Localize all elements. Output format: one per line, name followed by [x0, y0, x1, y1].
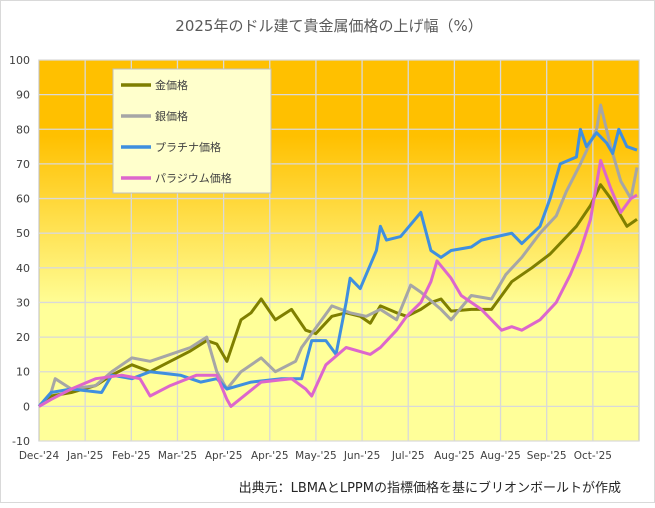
legend-label: 銀価格	[155, 109, 188, 123]
x-tick-label: Sep-'25	[527, 450, 567, 462]
chart-title: 2025年のドル建て貴金属価格の上げ幅（%）	[175, 17, 482, 35]
x-tick-label: Aug-'25	[480, 450, 521, 462]
y-tick-label: 60	[16, 193, 30, 206]
legend-label: プラチナ価格	[155, 140, 221, 154]
series-line-1	[37, 103, 639, 408]
series-line-3	[38, 158, 638, 408]
x-tick-label: Apr-'25	[251, 450, 289, 462]
series-lines	[37, 103, 639, 408]
y-tick-label: 40	[16, 262, 30, 275]
x-axis-ticks: Dec-'24 Jan-'25 Feb-'25 Mar-'25 Apr-'25 Apr-'…	[19, 450, 612, 462]
y-tick-label: 20	[16, 331, 30, 344]
y-tick-label: -10	[12, 435, 30, 448]
x-tick-label: Mar-'25	[158, 450, 197, 462]
x-tick-label: Jul-'25	[391, 450, 425, 462]
y-tick-label: 70	[16, 158, 30, 171]
y-tick-label: 80	[16, 123, 30, 136]
legend-label: パラジウム価格	[155, 171, 232, 185]
y-axis-ticks: -10 0 10 20 30 40 50 60 70 80 90 100	[9, 54, 30, 448]
x-tick-label: Feb-'25	[112, 450, 151, 462]
x-tick-label: Oct-'25	[574, 450, 612, 462]
y-tick-label: 100	[9, 54, 30, 67]
x-tick-label: Jun-'25	[343, 450, 380, 462]
x-tick-label: Jan-'25	[66, 450, 103, 462]
source-note: 出典元：LBMAとLPPMの指標価格を基にブリオンボールトが作成	[239, 480, 621, 496]
legend-label: 金価格	[155, 78, 188, 92]
y-tick-label: 30	[16, 296, 30, 309]
legend-box	[112, 68, 272, 194]
x-tick-label: Apr-'25	[205, 450, 243, 462]
x-tick-label: May-'25	[295, 450, 337, 462]
series-line-2	[37, 127, 638, 408]
x-tick-label: Dec-'24	[19, 450, 60, 462]
y-tick-label: 90	[16, 89, 30, 102]
y-tick-label: 10	[16, 366, 30, 379]
x-tick-label: Aug-'25	[434, 450, 475, 462]
y-tick-label: 0	[23, 400, 30, 413]
y-tick-label: 50	[16, 227, 30, 240]
